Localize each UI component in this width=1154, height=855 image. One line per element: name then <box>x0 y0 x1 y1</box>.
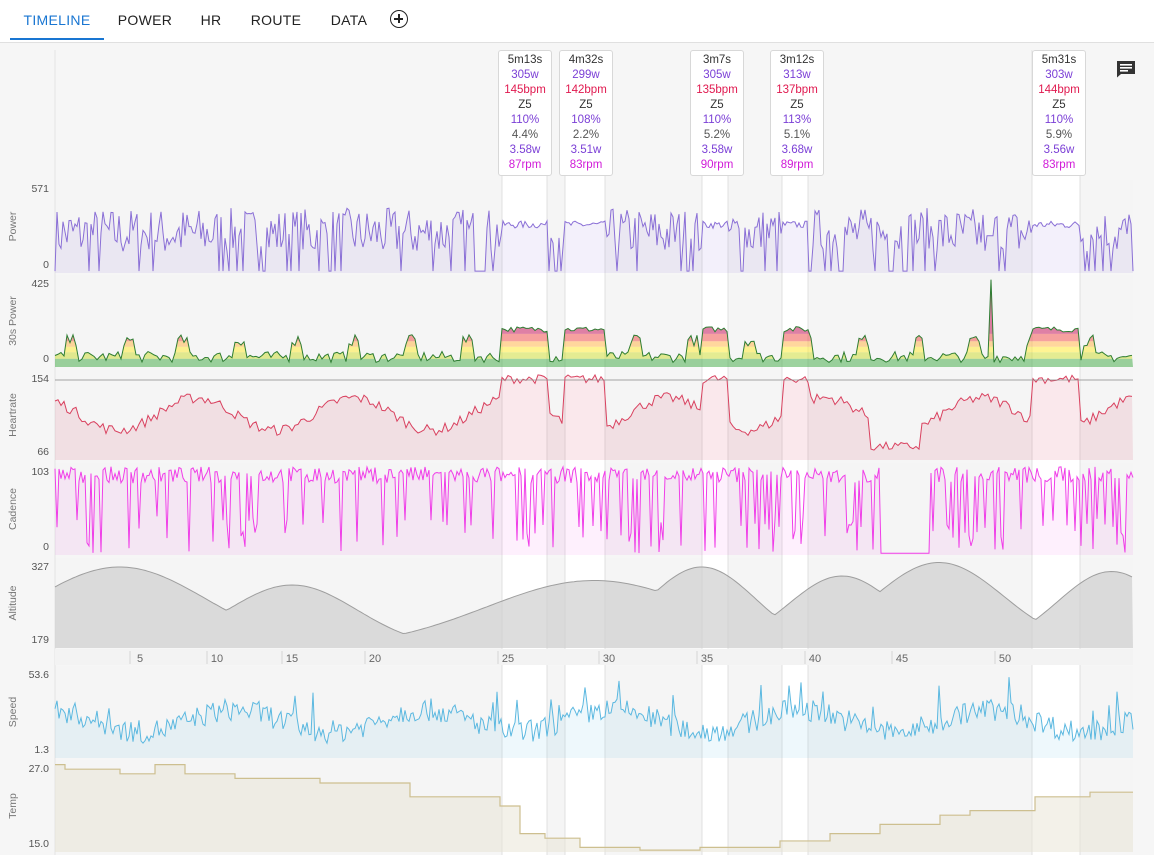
temp-axis-label: Temp <box>7 793 19 819</box>
interval-wkg: 3.68w <box>781 144 813 156</box>
interval-rpm: 87rpm <box>508 159 542 171</box>
temp-max-label: 27.0 <box>29 763 50 775</box>
power-line <box>54 207 1134 272</box>
comment-icon[interactable] <box>1116 60 1136 78</box>
interval-wkg: 3.58w <box>701 144 733 156</box>
power30s-line <box>54 279 1133 364</box>
time-axis-tick: 15 <box>286 653 298 665</box>
interval-band <box>702 50 728 855</box>
heartrate-min-label: 66 <box>37 446 49 458</box>
interval-bpm: 145bpm <box>504 84 546 96</box>
time-axis-tick: 20 <box>369 653 381 665</box>
interval-card[interactable]: 4m32s 299w 142bpm Z5 108% 2.2% 3.51w 83rpm <box>559 50 613 176</box>
interval-watts: 303w <box>1045 69 1073 81</box>
altitude-min-label: 179 <box>31 634 49 646</box>
interval-duration: 5m31s <box>1041 54 1077 66</box>
interval-decoupling: 5.1% <box>783 129 811 141</box>
interval-pct: 108% <box>571 114 601 126</box>
interval-pct: 110% <box>510 114 540 126</box>
interval-duration: 3m12s <box>779 54 815 66</box>
time-axis-tick: 10 <box>211 653 223 665</box>
interval-wkg: 3.51w <box>570 144 602 156</box>
power-min-label: 0 <box>43 259 49 271</box>
tab-hr[interactable]: HR <box>200 12 222 28</box>
interval-zone: Z5 <box>790 99 804 111</box>
heartrate-line <box>54 373 1133 451</box>
tab-bar: TIMELINE POWER HR ROUTE DATA <box>0 0 1154 43</box>
interval-wkg: 3.56w <box>1043 144 1075 156</box>
tab-data[interactable]: DATA <box>330 12 368 28</box>
cadence-max-label: 103 <box>31 466 49 478</box>
interval-band <box>782 50 808 855</box>
altitude-max-label: 327 <box>31 561 49 573</box>
interval-decoupling: 5.2% <box>703 129 731 141</box>
interval-rpm: 83rpm <box>569 159 603 171</box>
time-axis-tick: 35 <box>701 653 713 665</box>
interval-pct: 110% <box>702 114 732 126</box>
interval-pct: 110% <box>1044 114 1074 126</box>
interval-rpm: 83rpm <box>1042 159 1076 171</box>
time-axis-tick: 40 <box>809 653 821 665</box>
interval-decoupling: 2.2% <box>572 129 600 141</box>
interval-bpm: 142bpm <box>565 84 607 96</box>
interval-watts: 305w <box>703 69 731 81</box>
altitude-axis-label: Altitude <box>7 585 19 620</box>
interval-watts: 313w <box>783 69 811 81</box>
cadence-min-label: 0 <box>43 541 49 553</box>
speed-axis-label: Speed <box>7 697 19 728</box>
interval-zone: Z5 <box>518 99 532 111</box>
interval-watts: 299w <box>572 69 600 81</box>
interval-duration: 5m13s <box>507 54 543 66</box>
speed-line <box>54 677 1134 745</box>
interval-zone: Z5 <box>1052 99 1066 111</box>
interval-card[interactable]: 3m12s 313w 137bpm Z5 113% 5.1% 3.68w 89rpm <box>770 50 824 176</box>
power-max-label: 571 <box>31 183 49 195</box>
heartrate-axis-label: Heartrate <box>7 393 19 437</box>
interval-band <box>502 50 547 855</box>
time-axis-tick: 25 <box>502 653 514 665</box>
interval-band <box>565 50 605 855</box>
altitude-line <box>54 562 1133 635</box>
interval-card[interactable]: 3m7s 305w 135bpm Z5 110% 5.2% 3.58w 90rpm <box>690 50 744 176</box>
time-axis-tick: 5 <box>137 653 143 665</box>
interval-bpm: 144bpm <box>1038 84 1080 96</box>
tab-timeline[interactable]: TIMELINE <box>10 0 104 40</box>
interval-card[interactable]: 5m31s 303w 144bpm Z5 110% 5.9% 3.56w 83rpm <box>1032 50 1086 176</box>
interval-band <box>1032 50 1080 855</box>
cadence-line <box>54 465 1134 554</box>
interval-zone: Z5 <box>710 99 724 111</box>
interval-watts: 305w <box>511 69 539 81</box>
time-axis-tick: 30 <box>603 653 615 665</box>
power30s-min-label: 0 <box>43 353 49 365</box>
interval-wkg: 3.58w <box>509 144 541 156</box>
power-axis-label: Power <box>7 211 19 241</box>
time-axis-tick: 50 <box>999 653 1011 665</box>
add-tab-icon[interactable] <box>390 10 408 28</box>
tab-route[interactable]: ROUTE <box>250 12 302 28</box>
interval-bpm: 137bpm <box>776 84 818 96</box>
power30s-axis-label: 30s Power <box>7 296 19 346</box>
interval-zone: Z5 <box>579 99 593 111</box>
temp-line <box>55 764 1133 851</box>
time-axis-tick: 45 <box>896 653 908 665</box>
speed-max-label: 53.6 <box>29 669 50 681</box>
power30s-max-label: 425 <box>31 278 49 290</box>
temp-min-label: 15.0 <box>29 838 50 850</box>
speed-min-label: 1.3 <box>34 744 49 756</box>
interval-duration: 4m32s <box>568 54 604 66</box>
interval-pct: 113% <box>782 114 812 126</box>
interval-rpm: 90rpm <box>700 159 734 171</box>
interval-decoupling: 5.9% <box>1045 129 1073 141</box>
interval-card[interactable]: 5m13s 305w 145bpm Z5 110% 4.4% 3.58w 87rpm <box>498 50 552 176</box>
interval-duration: 3m7s <box>702 54 732 66</box>
heartrate-max-label: 154 <box>31 373 49 385</box>
interval-bpm: 135bpm <box>696 84 738 96</box>
cadence-axis-label: Cadence <box>7 488 19 530</box>
interval-decoupling: 4.4% <box>511 129 539 141</box>
interval-rpm: 89rpm <box>780 159 814 171</box>
tab-power[interactable]: POWER <box>117 12 173 28</box>
